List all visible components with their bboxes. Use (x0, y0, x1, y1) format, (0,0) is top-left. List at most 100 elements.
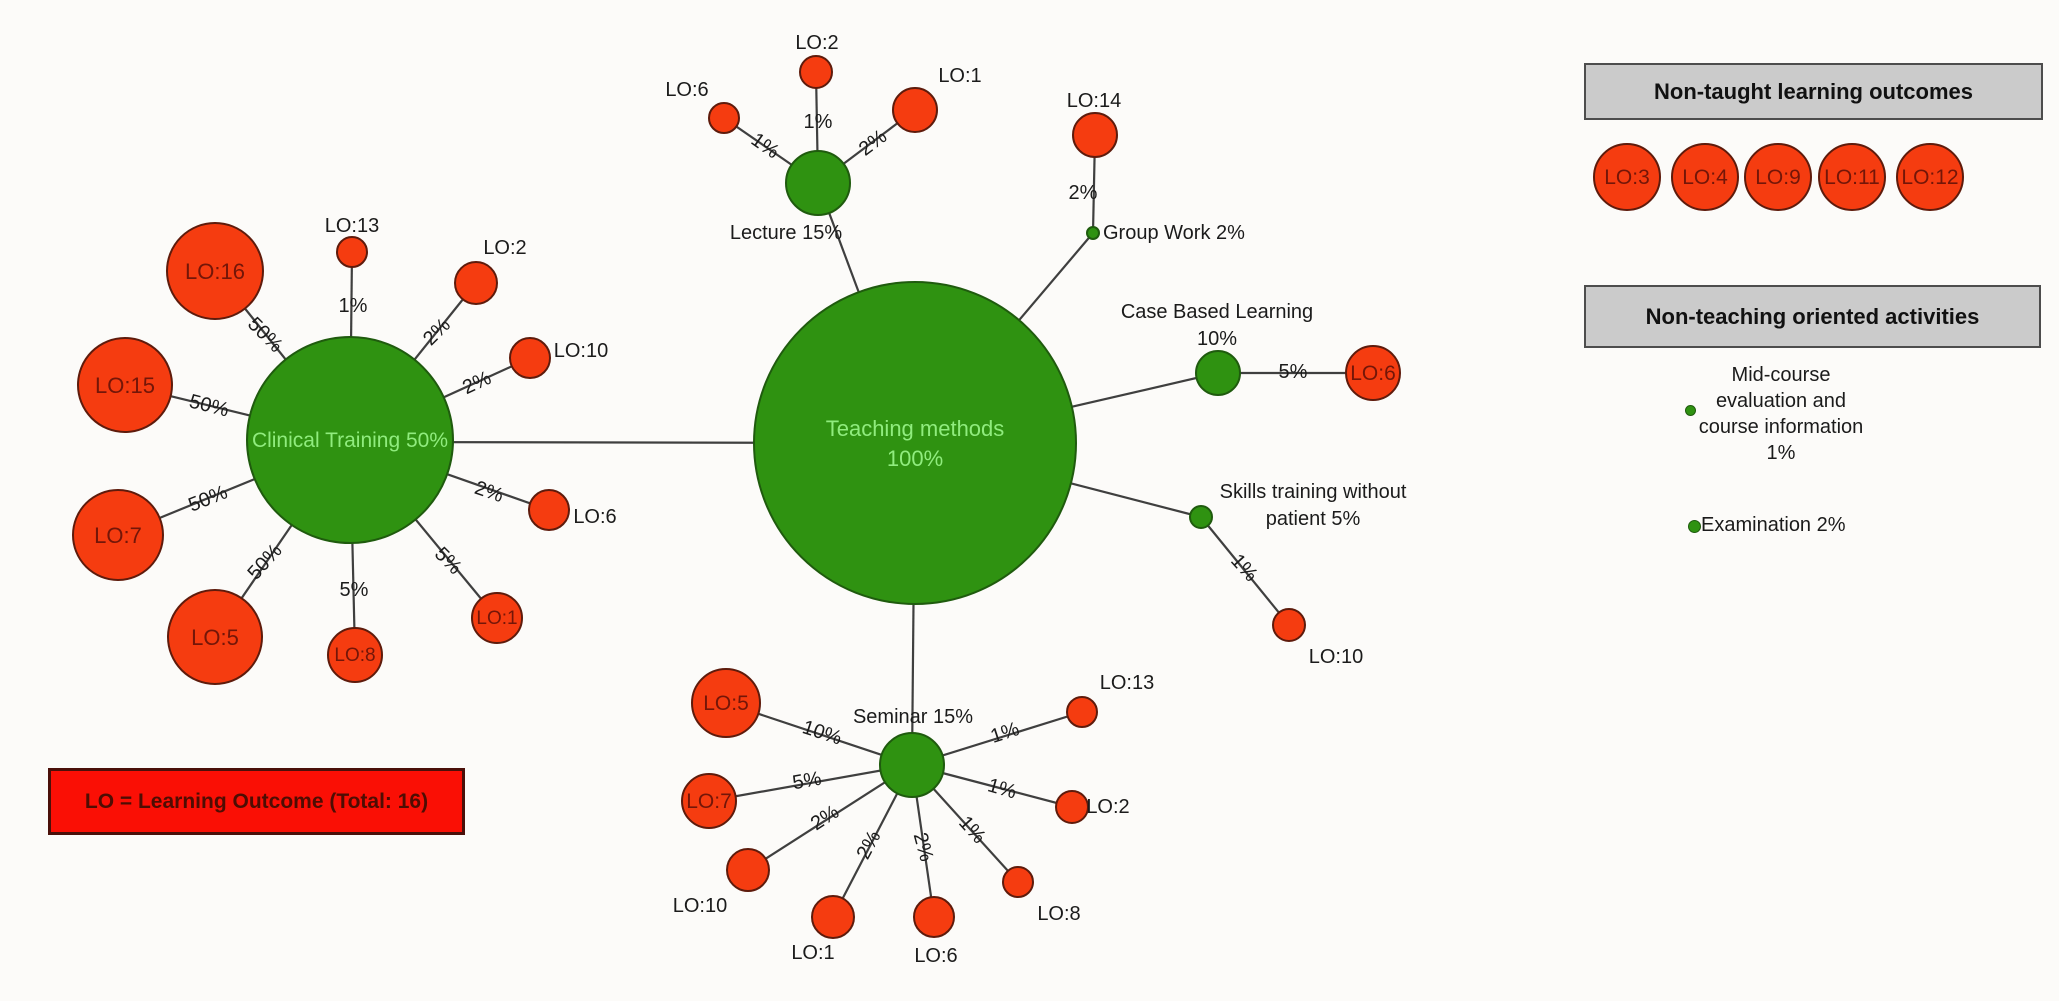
ct-lo2-node (454, 261, 498, 305)
examination-dot-icon (1688, 520, 1701, 533)
skills-label-line2: patient 5% (1266, 508, 1361, 530)
sem-lo8-label: LO:8 (1037, 903, 1080, 925)
sem-lo7-node (681, 773, 737, 829)
sem-lo10-node (726, 848, 770, 892)
sem-lo1-label: LO:1 (791, 942, 834, 964)
lec-lo1-node (892, 87, 938, 133)
lec-lo6-label: LO:6 (665, 79, 708, 101)
non-taught-header: Non-taught learning outcomes (1584, 63, 2043, 120)
sem-lo10-label: LO:10 (673, 895, 727, 917)
midcourse-item: Mid-course evaluation and course informa… (1698, 364, 1864, 464)
edge-label: 1% (747, 129, 783, 164)
edge (708, 763, 913, 803)
lec-lo2-node (799, 55, 833, 89)
sem-lo1-node (811, 895, 855, 939)
nt-lo11-label: LO:11 (1824, 166, 1880, 189)
ct-lo5-node (167, 589, 263, 685)
edge-label: 2% (419, 314, 455, 350)
sem-lo2-node (1055, 790, 1089, 824)
ct-lo6-node (528, 489, 570, 531)
ct-lo2-label: LO:2 (483, 237, 526, 259)
edge-label: 1% (339, 295, 368, 317)
edge-label: 10% (800, 716, 845, 749)
examination-item: Examination 2% (1701, 514, 1846, 536)
ct-lo8-node (327, 627, 383, 683)
clinical-training-node (246, 336, 454, 544)
nt-lo3-node (1593, 143, 1661, 211)
edge-label: 2% (1069, 182, 1098, 204)
ct-lo6-label: LO:6 (573, 506, 616, 528)
cbl-pct-label: 10% (1197, 328, 1237, 350)
edge-label: 2% (459, 367, 495, 399)
ct-lo7-node (72, 489, 164, 581)
edge-label: 2% (853, 827, 886, 863)
sem-lo7-label: LO:7 (686, 790, 732, 813)
seminar-label: Seminar 15% (853, 706, 973, 728)
legend-box: LO = Learning Outcome (Total: 16) (48, 768, 465, 835)
edge-label: 50% (187, 390, 231, 421)
nt-lo3-label: LO:3 (1604, 166, 1650, 189)
lec-lo1-label: LO:1 (938, 65, 981, 87)
ct-lo8-label: LO:8 (334, 645, 375, 666)
lecture-node (785, 150, 851, 216)
ct-lo5-label: LO:5 (191, 625, 239, 650)
lo14-label: LO:14 (1067, 90, 1121, 112)
non-teaching-header: Non-teaching oriented activities (1584, 285, 2041, 348)
nt-lo9-label: LO:9 (1755, 166, 1801, 189)
ct-lo1-label: LO:1 (476, 608, 517, 629)
lec-lo6-node (708, 102, 740, 134)
edge-label: 1% (804, 111, 833, 133)
sk-lo10-label: LO:10 (1309, 646, 1363, 668)
teaching-methods-label: Teaching methods 100% (826, 416, 1005, 471)
edge-label: 1% (985, 774, 1019, 803)
nt-lo4-node (1671, 143, 1739, 211)
ct-lo1-node (471, 592, 523, 644)
lec-lo2-label: LO:2 (795, 32, 838, 54)
ct-lo13-label: LO:13 (325, 215, 379, 237)
ct-lo15-node (77, 337, 173, 433)
edge-label: 50% (243, 540, 286, 585)
ct-lo13-node (336, 236, 368, 268)
sem-lo8-node (1002, 866, 1034, 898)
edge-label: 2% (472, 477, 507, 507)
ct-lo15-label: LO:15 (95, 373, 155, 398)
ct-lo16-node (166, 222, 264, 320)
sem-lo13-label: LO:13 (1100, 672, 1154, 694)
edge-label: 50% (243, 313, 287, 357)
seminar-node (879, 732, 945, 798)
sem-lo6-label: LO:6 (914, 945, 957, 967)
edge-label: 1% (988, 718, 1022, 748)
sk-lo10-node (1272, 608, 1306, 642)
lo14-node (1072, 112, 1118, 158)
cbl-lo6-label: LO:6 (1350, 362, 1396, 385)
group-work-node (1086, 226, 1100, 240)
skills-label-line1: Skills training without (1220, 481, 1407, 503)
cbl-label: Case Based Learning (1121, 301, 1313, 323)
edge-label: 5% (791, 768, 824, 795)
edge-label: 5% (1279, 361, 1308, 383)
ct-lo10-label: LO:10 (554, 340, 608, 362)
teaching-methods-node (753, 281, 1077, 605)
ct-lo10-node (509, 337, 551, 379)
sem-lo2-label: LO:2 (1086, 796, 1129, 818)
edge (1200, 516, 1290, 626)
nt-lo11-node (1818, 143, 1886, 211)
ct-lo16-label: LO:16 (185, 259, 245, 284)
edge-label: 2% (909, 830, 938, 864)
cbl-lo6-node (1345, 345, 1401, 401)
ct-lo7-label: LO:7 (94, 523, 142, 548)
nt-lo12-node (1896, 143, 1964, 211)
lecture-label: Lecture 15% (730, 222, 843, 244)
sem-lo5-node (691, 668, 761, 738)
midcourse-dot-icon (1685, 405, 1696, 416)
group-work-label: Group Work 2% (1103, 222, 1245, 244)
skills-training-node (1189, 505, 1213, 529)
nt-lo12-label: LO:12 (1901, 166, 1958, 189)
clinical-training-label: Clinical Training 50% (252, 429, 448, 452)
nt-lo9-node (1744, 143, 1812, 211)
sem-lo13-node (1066, 696, 1098, 728)
edge-label: 5% (340, 579, 369, 601)
sem-lo5-label: LO:5 (703, 692, 749, 715)
case-based-learning-node (1195, 350, 1241, 396)
